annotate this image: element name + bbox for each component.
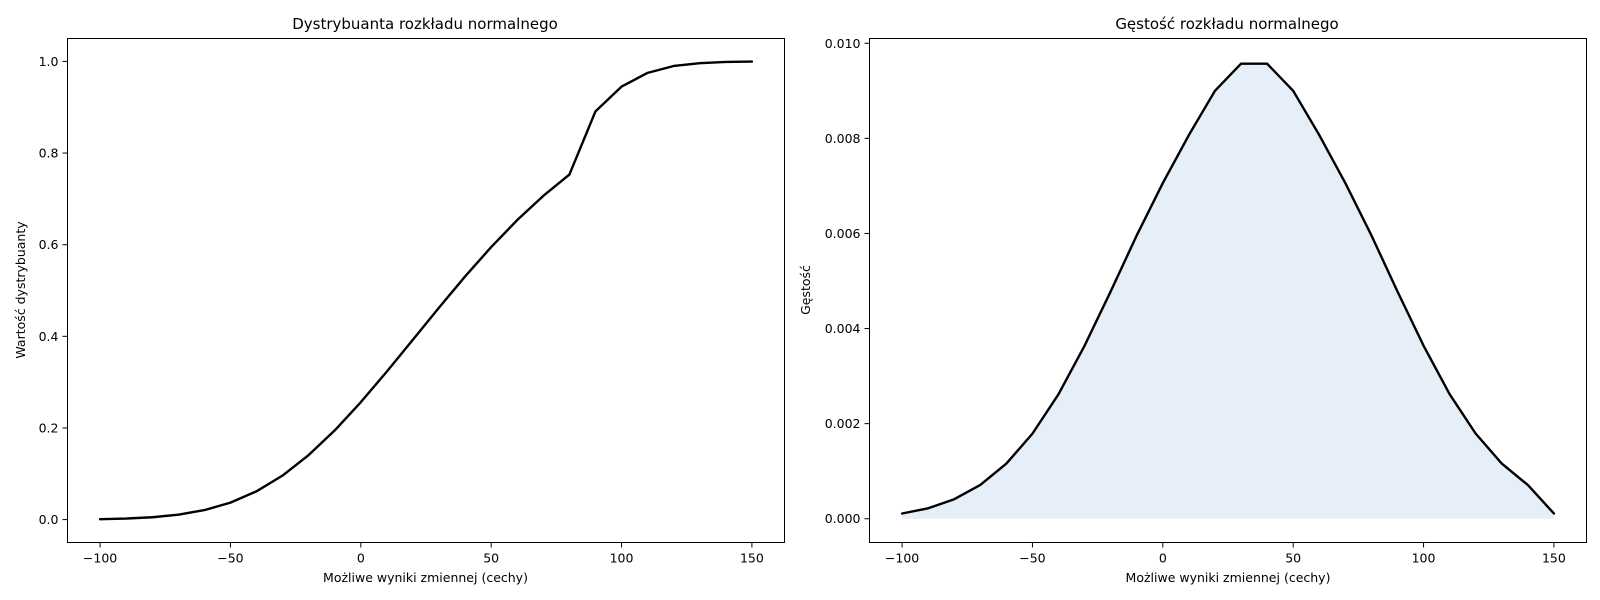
y-tick-label: 1.0 bbox=[39, 54, 59, 69]
x-tick-label: 50 bbox=[1285, 551, 1301, 566]
chart-title: Dystrybuanta rozkładu normalnego bbox=[292, 15, 558, 33]
y-tick-label: 0.006 bbox=[825, 226, 861, 241]
area-fill bbox=[902, 63, 1554, 519]
plot-area bbox=[900, 62, 1556, 519]
x-tick-label: 0 bbox=[357, 551, 365, 566]
series-line bbox=[900, 62, 1556, 515]
y-tick-label: 0.6 bbox=[39, 237, 59, 252]
y-tick-label: 0.000 bbox=[825, 511, 861, 526]
chart-panel-cdf: Dystrybuanta rozkładu normalnego Możliwe… bbox=[13, 15, 785, 585]
y-tick-label: 0.0 bbox=[39, 512, 59, 527]
axes-frame bbox=[67, 38, 785, 543]
y-tick-label: 0.002 bbox=[825, 416, 861, 431]
x-tick-label: 150 bbox=[740, 551, 764, 566]
x-tick-label: −100 bbox=[885, 551, 919, 566]
y-axis-label: Gęstość bbox=[798, 265, 813, 315]
y-tick-label: 0.008 bbox=[825, 131, 861, 146]
x-axis-label: Możliwe wyniki zmiennej (cechy) bbox=[323, 570, 528, 585]
axes-frame bbox=[869, 38, 1587, 543]
y-tick-label: 0.010 bbox=[825, 36, 861, 51]
x-tick-label: 50 bbox=[483, 551, 499, 566]
x-tick-label: 150 bbox=[1542, 551, 1566, 566]
x-tick-label: 100 bbox=[1412, 551, 1436, 566]
x-tick-label: 0 bbox=[1159, 551, 1167, 566]
y-tick-label: 0.4 bbox=[39, 329, 59, 344]
series-line bbox=[98, 60, 754, 521]
plot-area bbox=[98, 60, 754, 521]
y-axis-label: Wartość dystrybuanty bbox=[13, 221, 28, 359]
x-tick-label: −50 bbox=[217, 551, 243, 566]
x-tick-label: 100 bbox=[610, 551, 634, 566]
x-tick-label: −50 bbox=[1019, 551, 1045, 566]
chart-title: Gęstość rozkładu normalnego bbox=[1115, 15, 1338, 33]
y-tick-label: 0.004 bbox=[825, 321, 861, 336]
chart-panel-pdf: Gęstość rozkładu normalnego Możliwe wyni… bbox=[798, 15, 1587, 585]
x-axis-label: Możliwe wyniki zmiennej (cechy) bbox=[1126, 570, 1331, 585]
y-tick-label: 0.8 bbox=[39, 146, 59, 161]
y-tick-label: 0.2 bbox=[39, 420, 59, 435]
x-tick-label: −100 bbox=[83, 551, 117, 566]
